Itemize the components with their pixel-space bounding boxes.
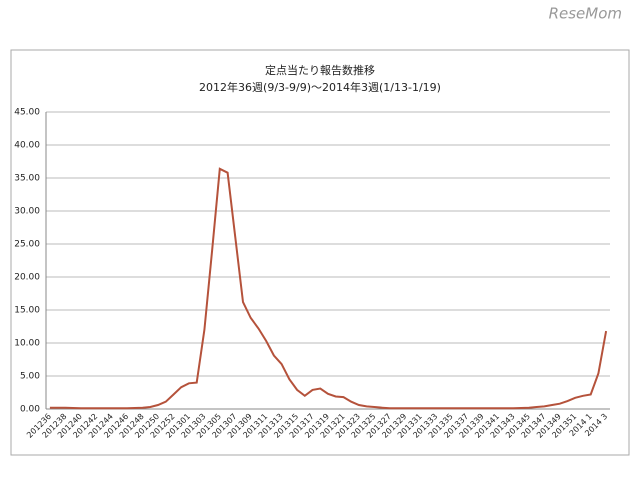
y-tick-label: 30.00 xyxy=(14,207,40,217)
y-tick-label: 20.00 xyxy=(14,273,40,283)
chart-subtitle: 2012年36週(9/3-9/9)〜2014年3週(1/13-1/19) xyxy=(199,80,441,94)
y-tick-label: 35.00 xyxy=(14,174,40,184)
data-line xyxy=(49,167,608,410)
chart-title: 定点当たり報告数推移 xyxy=(265,63,375,77)
y-tick-label: 5.00 xyxy=(20,372,40,382)
chart-border xyxy=(10,49,630,456)
y-tick-label: 15.00 xyxy=(14,306,40,316)
watermark: ReseMom xyxy=(549,5,622,23)
y-tick-label: 25.00 xyxy=(14,240,40,250)
y-tick-label: 0.00 xyxy=(20,405,40,415)
y-tick-label: 45.00 xyxy=(14,108,40,118)
y-tick-label: 10.00 xyxy=(14,339,40,349)
y-tick-label: 40.00 xyxy=(14,141,40,151)
